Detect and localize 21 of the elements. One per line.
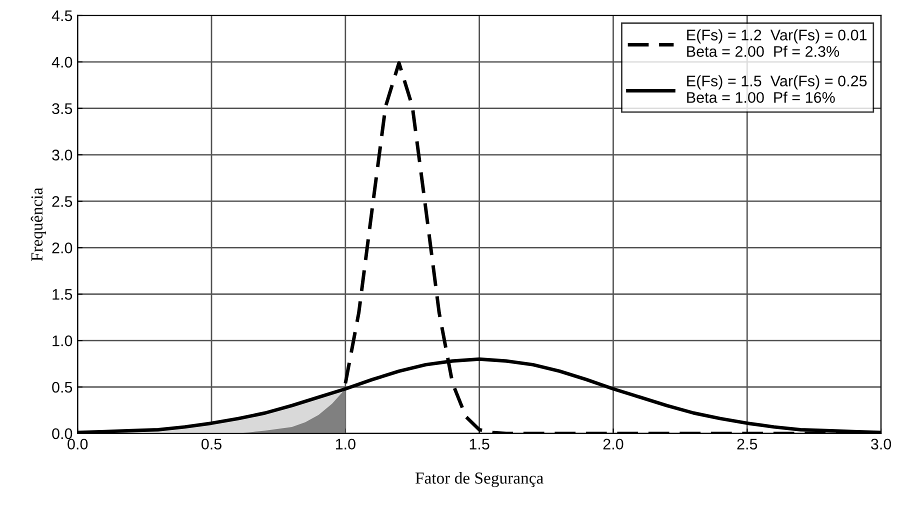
- y-tick-label: 4.0: [52, 56, 72, 68]
- y-tick-label: 0.0: [52, 428, 72, 440]
- y-tick-label: 3.5: [52, 103, 72, 114]
- x-tick-label: 1.5: [470, 438, 490, 450]
- x-tick-label: 3.0: [871, 438, 892, 450]
- legend-label: E(Fs) = 1.5 Var(Fs) = 0.25 Beta = 1.00 Pf = 16%: [687, 75, 867, 103]
- y-tick-label: 0.5: [52, 382, 72, 393]
- legend-label: E(Fs) = 1.2 Var(Fs) = 0.01 Beta = 2.00 Pf = 2.3%: [687, 29, 867, 57]
- x-tick-label: 0.5: [201, 438, 222, 450]
- x-tick-label: 0.0: [68, 438, 88, 450]
- x-tick-label: 2.5: [737, 438, 758, 450]
- y-axis-title: Frequência: [30, 188, 46, 261]
- x-tick-label: 1.0: [336, 438, 356, 450]
- y-tick-label: 3.0: [52, 150, 72, 160]
- y-tick-label: 1.5: [52, 289, 72, 300]
- x-axis-title: Fator de Segurança: [415, 472, 544, 488]
- y-tick-label: 2.5: [52, 196, 72, 207]
- y-tick-label: 2.0: [52, 242, 72, 254]
- y-tick-label: 1.0: [52, 335, 72, 346]
- y-tick-label: 4.5: [52, 10, 72, 22]
- x-tick-label: 2.0: [603, 438, 624, 450]
